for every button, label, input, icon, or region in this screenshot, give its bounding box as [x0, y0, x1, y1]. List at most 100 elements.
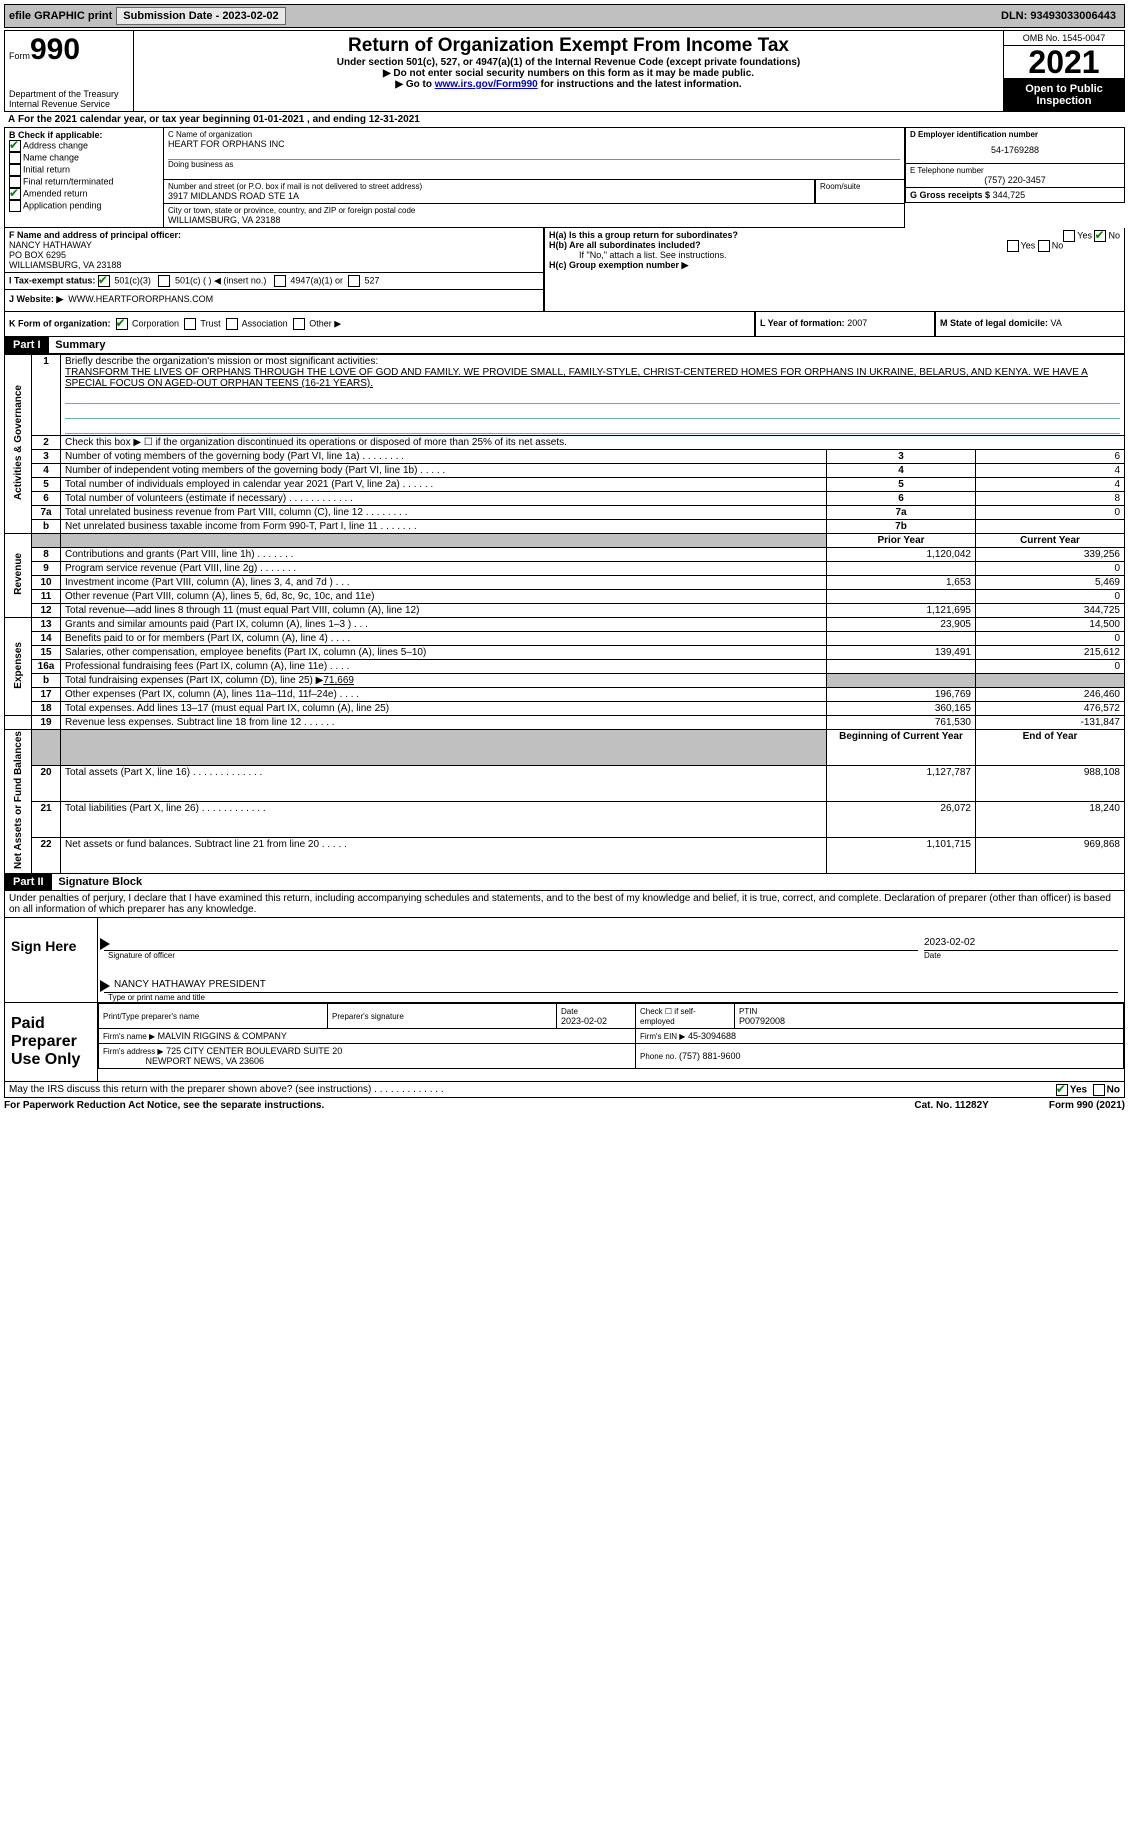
- l9: Program service revenue (Part VIII, line…: [61, 562, 827, 576]
- ein-label: Firm's EIN ▶: [640, 1032, 685, 1041]
- summary-table: Activities & Governance 1 Briefly descri…: [4, 354, 1125, 874]
- cb-trust[interactable]: [184, 318, 196, 330]
- form-word: Form: [9, 51, 30, 61]
- cb-501c[interactable]: [158, 275, 170, 287]
- sign-block: Sign Here Signature of officer 2023-02-0…: [4, 918, 1125, 1003]
- addr-label: Number and street (or P.O. box if mail i…: [168, 182, 810, 191]
- arrow-icon: [100, 938, 110, 950]
- state-domicile: VA: [1051, 318, 1062, 328]
- l10: Investment income (Part VIII, column (A)…: [61, 576, 827, 590]
- l7a: Total unrelated business revenue from Pa…: [61, 506, 827, 520]
- p10: 1,653: [827, 576, 976, 590]
- dept-treasury: Department of the Treasury Internal Reve…: [9, 89, 129, 109]
- hb-no: No: [1052, 240, 1064, 250]
- name-title-val: NANCY HATHAWAY PRESIDENT: [114, 979, 266, 990]
- website: WWW.HEARTFORORPHANS.COM: [68, 294, 213, 304]
- p15: 139,491: [827, 646, 976, 660]
- cb-discuss-yes[interactable]: [1056, 1084, 1068, 1096]
- firm-ein: 45-3094688: [688, 1031, 736, 1041]
- col-boy: Beginning of Current Year: [827, 730, 976, 766]
- mission-text: TRANSFORM THE LIVES OF ORPHANS THROUGH T…: [65, 367, 1120, 389]
- c8: 339,256: [976, 548, 1125, 562]
- firm-addr1: 725 CITY CENTER BOULEVARD SUITE 20: [166, 1046, 342, 1056]
- ptin: P00792008: [739, 1016, 785, 1026]
- block-bcde: B Check if applicable: Address change Na…: [4, 128, 1125, 228]
- cb-address-change[interactable]: [9, 140, 21, 152]
- prep-c1: Print/Type preparer's name: [103, 1012, 199, 1021]
- cb-527[interactable]: [348, 275, 360, 287]
- c19: -131,847: [976, 716, 1125, 730]
- officer-name: NANCY HATHAWAY: [9, 240, 539, 250]
- cb-hb-yes[interactable]: [1007, 240, 1019, 252]
- tax-year: 2021: [1004, 46, 1124, 79]
- cb-ha-no[interactable]: [1094, 230, 1106, 242]
- paid-preparer-block: Paid Preparer Use Only Print/Type prepar…: [4, 1003, 1125, 1082]
- line-a: A For the 2021 calendar year, or tax yea…: [4, 112, 1125, 128]
- c16a: 0: [976, 660, 1125, 674]
- g-label: G Gross receipts $: [910, 190, 990, 200]
- e22: 969,868: [976, 838, 1125, 874]
- cb-ha-yes[interactable]: [1063, 230, 1075, 242]
- cb-corp[interactable]: [116, 318, 128, 330]
- cb-other[interactable]: [293, 318, 305, 330]
- side-rev: Revenue: [13, 553, 24, 595]
- col-cy: Current Year: [976, 534, 1125, 548]
- org-city: WILLIAMSBURG, VA 23188: [168, 215, 900, 225]
- k-opt-2: Association: [242, 318, 288, 328]
- v7a: 0: [976, 506, 1125, 520]
- b-opt-5: Application pending: [23, 200, 102, 210]
- footer-mid: Cat. No. 11282Y: [914, 1100, 988, 1111]
- i-opt-3: 527: [364, 275, 379, 285]
- l13: Grants and similar amounts paid (Part IX…: [61, 618, 827, 632]
- firm-label: Firm's name ▶: [103, 1032, 155, 1041]
- side-net: Net Assets or Fund Balances: [13, 731, 24, 869]
- line-a-mid: , and ending: [304, 114, 368, 125]
- hdr-left: Form 990 Department of the Treasury Inte…: [5, 31, 134, 111]
- irs-link[interactable]: www.irs.gov/Form990: [435, 79, 538, 90]
- cb-amended[interactable]: [9, 188, 21, 200]
- l17: Other expenses (Part IX, column (A), lin…: [61, 688, 827, 702]
- c15: 215,612: [976, 646, 1125, 660]
- p8: 1,120,042: [827, 548, 976, 562]
- j-label: J Website: ▶: [9, 294, 63, 304]
- cb-pending[interactable]: [9, 200, 21, 212]
- declaration: Under penalties of perjury, I declare th…: [4, 891, 1125, 918]
- l3: Number of voting members of the governin…: [61, 450, 827, 464]
- cb-name-change[interactable]: [9, 152, 21, 164]
- cb-assoc[interactable]: [226, 318, 238, 330]
- section-b: B Check if applicable: Address change Na…: [4, 128, 164, 228]
- cb-4947[interactable]: [274, 275, 286, 287]
- prep-c3: Date: [561, 1007, 578, 1016]
- l19: Revenue less expenses. Subtract line 18 …: [61, 716, 827, 730]
- p18: 360,165: [827, 702, 976, 716]
- col-eoy: End of Year: [976, 730, 1125, 766]
- l16b-pre: Total fundraising expenses (Part IX, col…: [65, 675, 323, 686]
- open-to-public: Open to Public Inspection: [1004, 79, 1124, 111]
- l16b-val: 71,669: [323, 675, 354, 686]
- l8: Contributions and grants (Part VIII, lin…: [61, 548, 827, 562]
- cb-hb-no[interactable]: [1038, 240, 1050, 252]
- mission-label: Briefly describe the organization's miss…: [65, 356, 1120, 367]
- sig-officer-label: Signature of officer: [108, 951, 924, 960]
- officer-addr2: WILLIAMSBURG, VA 23188: [9, 260, 539, 270]
- c-name-label: C Name of organization: [168, 130, 900, 139]
- cb-initial[interactable]: [9, 164, 21, 176]
- cb-discuss-no[interactable]: [1093, 1084, 1105, 1096]
- b-label: B Check if applicable:: [9, 130, 159, 140]
- p9: [827, 562, 976, 576]
- paid-prep-label: Paid Preparer Use Only: [5, 1003, 98, 1081]
- discuss-yes: Yes: [1070, 1085, 1087, 1096]
- part2-title: Signature Block: [54, 876, 142, 888]
- firm-addr2: NEWPORT NEWS, VA 23606: [146, 1056, 265, 1066]
- b21: 26,072: [827, 802, 976, 838]
- cb-501c3[interactable]: [98, 275, 110, 287]
- b-opt-0: Address change: [23, 140, 88, 150]
- firm-name: MALVIN RIGGINS & COMPANY: [158, 1031, 287, 1041]
- phone-label: Phone no.: [640, 1052, 676, 1061]
- k-label: K Form of organization:: [9, 318, 111, 328]
- line-a-begin: 01-01-2021: [253, 114, 304, 125]
- m-label: M State of legal domicile:: [940, 318, 1048, 328]
- p19: 761,530: [827, 716, 976, 730]
- l4: Number of independent voting members of …: [61, 464, 827, 478]
- prep-c4: Check ☐ if self-employed: [640, 1007, 696, 1026]
